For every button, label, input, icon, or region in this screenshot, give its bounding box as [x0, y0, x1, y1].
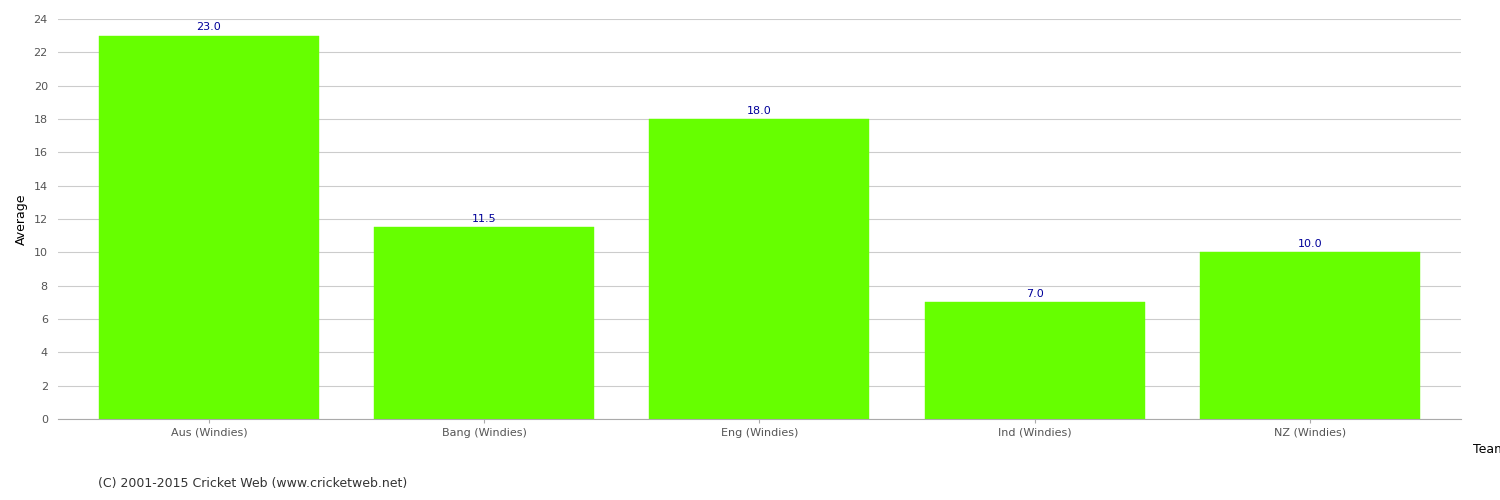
- Text: 11.5: 11.5: [472, 214, 496, 224]
- X-axis label: Team: Team: [1473, 443, 1500, 456]
- Text: 23.0: 23.0: [196, 22, 222, 32]
- Y-axis label: Average: Average: [15, 193, 28, 244]
- Bar: [1200, 252, 1420, 419]
- Bar: [924, 302, 1144, 419]
- Text: 7.0: 7.0: [1026, 289, 1044, 299]
- Text: (C) 2001-2015 Cricket Web (www.cricketweb.net): (C) 2001-2015 Cricket Web (www.cricketwe…: [98, 477, 406, 490]
- Text: 18.0: 18.0: [747, 106, 772, 116]
- Bar: [374, 228, 594, 419]
- Text: 10.0: 10.0: [1298, 239, 1322, 249]
- Bar: [650, 119, 870, 419]
- Bar: [99, 36, 320, 419]
